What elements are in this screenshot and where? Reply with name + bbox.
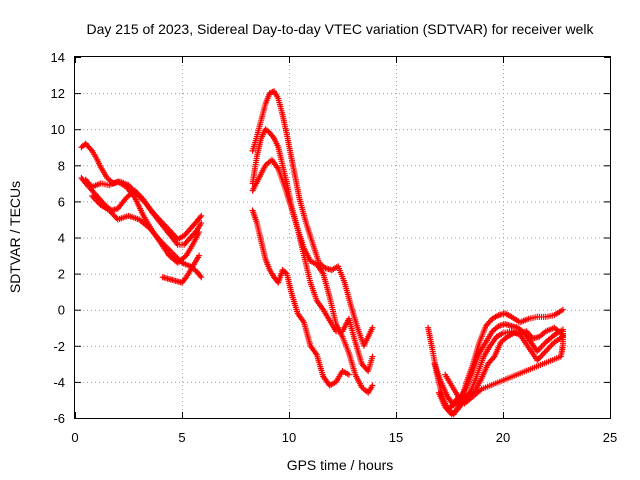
data-point — [197, 214, 204, 221]
data-point — [559, 306, 566, 313]
data-point — [196, 229, 203, 236]
chart-title: Day 215 of 2023, Sidereal Day-to-day VTE… — [86, 21, 594, 37]
y-tick-label: 14 — [51, 50, 65, 65]
data-point — [197, 272, 204, 279]
data-point — [369, 324, 376, 331]
y-tick-label: 6 — [58, 194, 65, 209]
x-tick-label: 25 — [603, 430, 617, 445]
x-axis-label: GPS time / hours — [287, 457, 394, 473]
data-point — [345, 371, 352, 378]
data-point — [369, 353, 376, 360]
y-tick-label: -2 — [53, 339, 65, 354]
y-tick-label: -4 — [53, 375, 65, 390]
data-point — [198, 274, 205, 281]
series-pass-2b — [249, 126, 376, 375]
y-tick-labels: -6 -4 -2 0 2 4 6 8 10 12 14 — [51, 50, 65, 426]
y-tick-label: 10 — [51, 122, 65, 137]
plot-frame — [74, 56, 611, 419]
data-marks — [78, 88, 566, 418]
data-point — [196, 252, 203, 259]
x-tick-label: 5 — [178, 430, 185, 445]
y-tick-label: 8 — [58, 158, 65, 173]
series-pass-2a — [249, 88, 376, 349]
data-point — [559, 328, 566, 335]
y-tick-label: 4 — [58, 231, 65, 246]
series-pass-2d — [249, 207, 352, 389]
y-tick-label: -6 — [53, 411, 65, 426]
x-tick-labels: 0 5 10 15 20 25 — [71, 430, 617, 445]
x-tick-label: 0 — [71, 430, 78, 445]
series-pass-1e — [159, 252, 203, 286]
data-point — [182, 275, 189, 282]
x-tick-label: 10 — [282, 430, 296, 445]
y-axis-label: SDTVAR / TECUs — [7, 181, 23, 293]
data-point — [269, 133, 276, 140]
x-tick-label: 15 — [389, 430, 403, 445]
y-tick-label: 12 — [51, 86, 65, 101]
series-pass-1d — [89, 192, 205, 281]
data-point — [198, 212, 205, 219]
series-pass-3e — [442, 328, 566, 407]
series-pass-3d — [446, 324, 566, 412]
data-point — [198, 220, 205, 227]
y-tick-label: 0 — [58, 303, 65, 318]
series-pass-1a — [78, 140, 205, 243]
data-point — [369, 382, 376, 389]
x-tick-label: 20 — [496, 430, 510, 445]
y-tick-label: 2 — [58, 267, 65, 282]
series-pass-2c — [249, 156, 376, 396]
